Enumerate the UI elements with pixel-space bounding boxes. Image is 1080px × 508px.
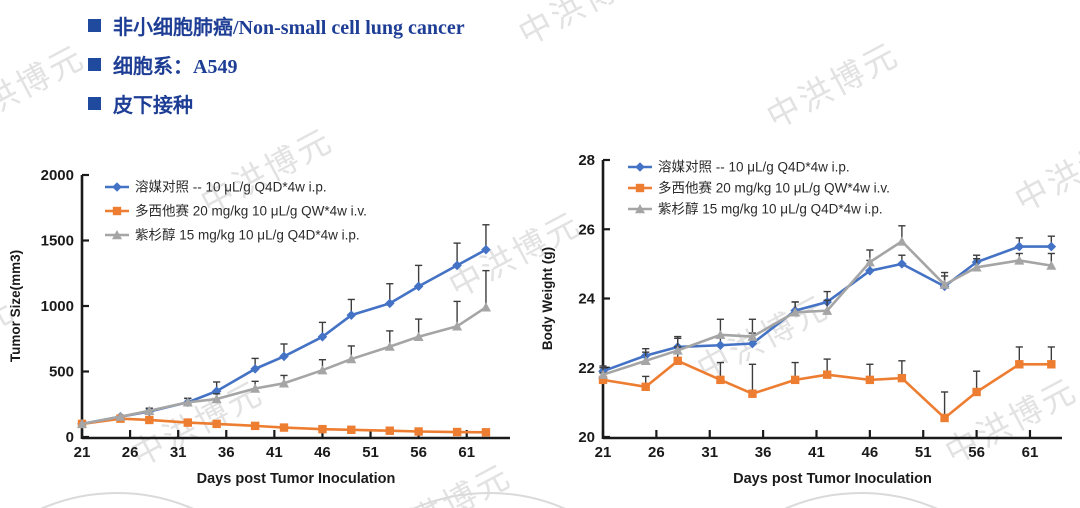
legend-label: 紫杉醇 15 mg/kg 10 μL/g Q4D*4w i.p. — [658, 201, 883, 217]
svg-text:26: 26 — [648, 444, 665, 461]
svg-text:20: 20 — [578, 429, 595, 446]
bullet-square-icon — [88, 96, 101, 110]
svg-text:51: 51 — [362, 444, 379, 461]
svg-text:21: 21 — [595, 444, 612, 461]
svg-text:61: 61 — [1022, 444, 1039, 461]
x-axis-title: Days post Tumor Inoculation — [733, 471, 932, 487]
legend-label: 紫杉醇 15 mg/kg 10 μL/g Q4D*4w i.p. — [135, 227, 360, 243]
svg-text:36: 36 — [755, 444, 772, 461]
axes: 21 26 31 36 41 46 51 56 61 0 500 1000 1500 2000 — [41, 167, 510, 461]
y-axis-title: Tumor Size(mm3) — [8, 250, 23, 362]
x-axis-title: Days post Tumor Inoculation — [197, 471, 396, 487]
svg-text:46: 46 — [862, 444, 879, 461]
charts-row: 21 26 31 36 41 46 51 56 61 0 500 1000 1500 2000 Days p… — [0, 140, 1080, 508]
svg-text:28: 28 — [578, 152, 595, 169]
series-docetaxel — [598, 346, 1056, 423]
svg-text:61: 61 — [458, 444, 475, 461]
legend-label: 溶媒对照 -- 10 μL/g Q4D*4w i.p. — [658, 160, 850, 175]
svg-text:22: 22 — [578, 360, 595, 377]
svg-text:26: 26 — [122, 444, 139, 461]
legend: 溶媒对照 -- 10 μL/g Q4D*4w i.p. 多西他赛 20 mg/kg… — [628, 160, 890, 217]
bullet-row-inoculation: 皮下接种 — [88, 90, 465, 117]
svg-text:21: 21 — [74, 444, 91, 461]
axes: 21 26 31 36 41 46 51 56 61 20 22 24 26 28 — [578, 152, 1062, 461]
svg-text:31: 31 — [701, 444, 718, 461]
tumor-size-figure: 21 26 31 36 41 46 51 56 61 0 500 1000 1500 2000 Days p… — [0, 140, 540, 508]
svg-text:41: 41 — [266, 444, 283, 461]
svg-text:26: 26 — [578, 221, 595, 238]
svg-text:500: 500 — [49, 364, 74, 381]
svg-text:56: 56 — [968, 444, 985, 461]
watermark-text: 中洪博元 — [760, 35, 906, 136]
legend: 溶媒对照 -- 10 μL/g Q4D*4w i.p. 多西他赛 20 mg/kg… — [105, 180, 367, 243]
series-vehicle — [77, 224, 491, 429]
body-weight-figure: 21 26 31 36 41 46 51 56 61 20 22 24 26 28 Days post Tu… — [540, 140, 1080, 508]
svg-text:0: 0 — [66, 429, 74, 446]
series-paclitaxel — [598, 225, 1057, 379]
bullet-square-icon — [88, 57, 101, 71]
legend-label: 多西他赛 20 mg/kg 10 μL/g QW*4w i.v. — [658, 180, 890, 196]
bullet-row-cancer-type: 非小细胞肺癌/Non-small cell lung cancer — [88, 12, 465, 39]
svg-text:31: 31 — [170, 444, 187, 461]
tumor-size-chart: 21 26 31 36 41 46 51 56 61 0 500 1000 1500 2000 Days p… — [8, 167, 510, 487]
body-weight-chart: 21 26 31 36 41 46 51 56 61 20 22 24 26 28 Days post Tu… — [540, 152, 1062, 487]
series-docetaxel — [77, 414, 491, 437]
svg-text:51: 51 — [915, 444, 932, 461]
legend-label: 溶媒对照 -- 10 μL/g Q4D*4w i.p. — [135, 180, 327, 195]
header: 非小细胞肺癌/Non-small cell lung cancer 细胞系：A5… — [88, 12, 465, 129]
svg-text:36: 36 — [218, 444, 235, 461]
svg-text:1000: 1000 — [41, 298, 74, 315]
watermark-text: 中洪博元 — [512, 0, 657, 53]
svg-text:46: 46 — [314, 444, 331, 461]
bullet-row-cell-line: 细胞系：A549 — [88, 51, 465, 78]
series-paclitaxel — [77, 269, 491, 429]
svg-text:2000: 2000 — [41, 167, 74, 184]
svg-text:41: 41 — [808, 444, 825, 461]
legend-label: 多西他赛 20 mg/kg 10 μL/g QW*4w i.v. — [135, 203, 367, 219]
svg-text:56: 56 — [410, 444, 427, 461]
watermark-text: 中洪博元 — [0, 37, 91, 139]
cancer-type-label: 非小细胞肺癌/Non-small cell lung cancer — [113, 16, 465, 39]
svg-text:24: 24 — [578, 291, 595, 308]
bullet-square-icon — [88, 18, 101, 32]
cell-line-label: 细胞系：A549 — [113, 55, 238, 78]
inoculation-label: 皮下接种 — [113, 94, 193, 117]
y-axis-title: Body Weight (g) — [540, 247, 555, 350]
svg-text:1500: 1500 — [41, 233, 74, 250]
